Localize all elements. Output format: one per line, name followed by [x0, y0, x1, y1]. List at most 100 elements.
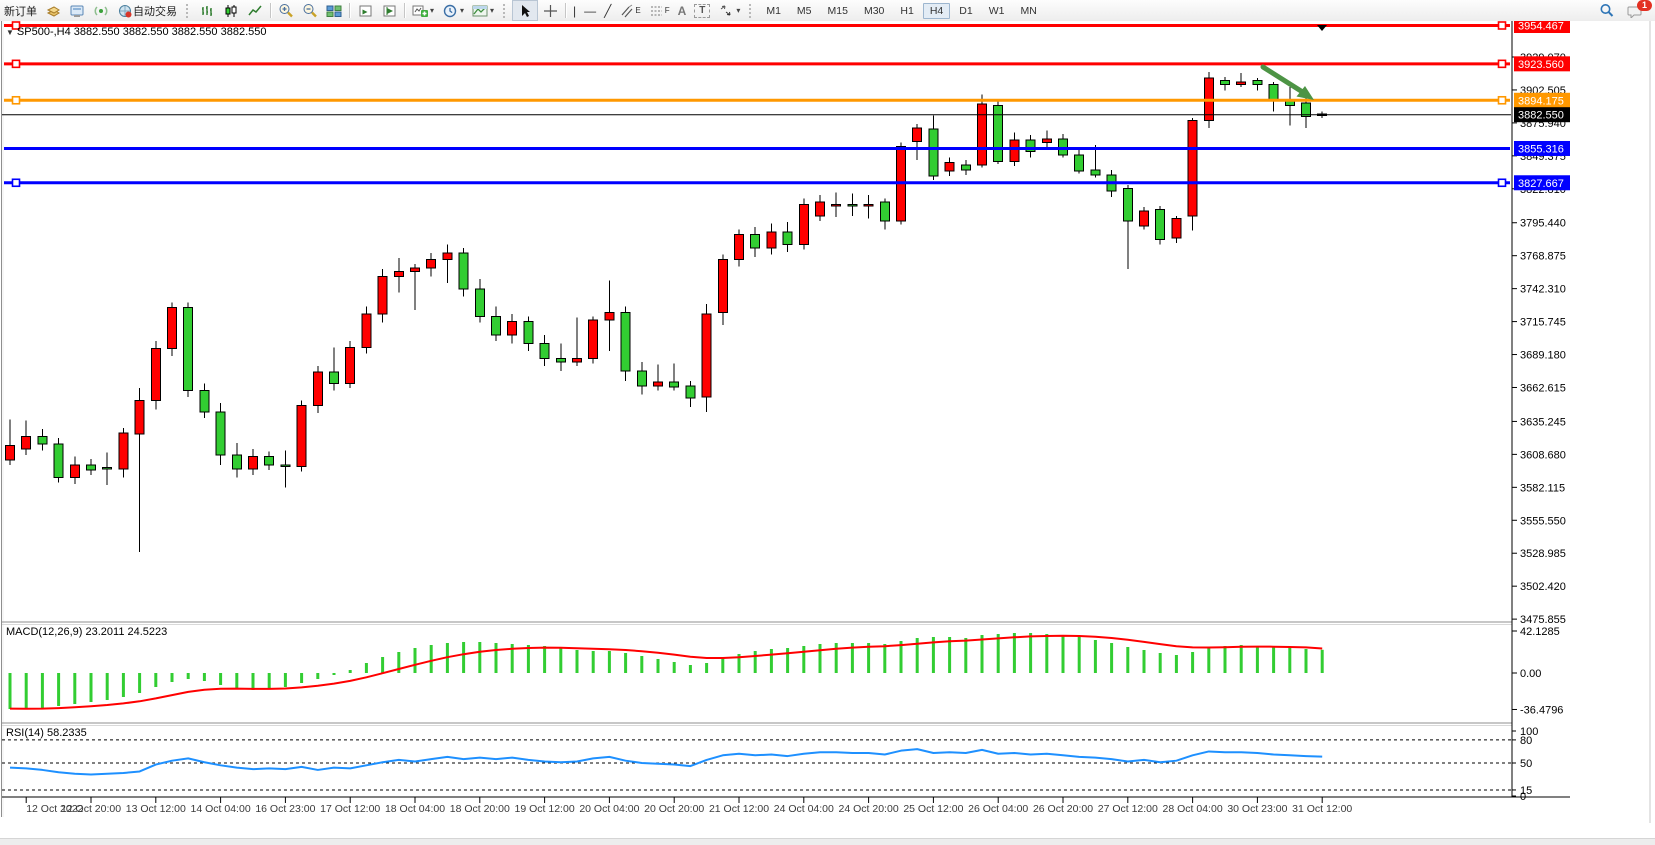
hline-objects [2, 21, 1511, 188]
toolbar-grip[interactable] [749, 3, 755, 18]
search-icon[interactable] [1595, 1, 1619, 20]
pane-frame [1, 21, 1651, 823]
svg-text:0: 0 [1520, 791, 1526, 803]
svg-text:19 Oct 12:00: 19 Oct 12:00 [515, 803, 575, 815]
svg-text:3475.855: 3475.855 [1520, 614, 1566, 626]
svg-text:3923.560: 3923.560 [1518, 59, 1564, 71]
toolbar-separator [404, 3, 405, 18]
fibo-letter: F [664, 6, 670, 15]
notification-badge: 1 [1637, 0, 1652, 11]
cursor-tool[interactable] [512, 0, 539, 21]
text-letter: A [677, 3, 687, 18]
svg-text:26 Oct 20:00: 26 Oct 20:00 [1033, 803, 1093, 815]
svg-text:17 Oct 12:00: 17 Oct 12:00 [320, 803, 380, 815]
tf-m15[interactable]: M15 [827, 4, 848, 17]
tile-windows-icon[interactable] [322, 1, 346, 20]
main-toolbar: 新订单 自动交易 ▾ ▾ [0, 0, 1655, 22]
trendline-tool[interactable]: ╱ [604, 3, 612, 18]
svg-text:3608.680: 3608.680 [1520, 449, 1566, 461]
notifications-icon[interactable]: 1 [1623, 0, 1652, 20]
svg-text:20 Oct 04:00: 20 Oct 04:00 [579, 803, 639, 815]
chevron-down-icon: ▾ [490, 6, 495, 15]
accounts-icon[interactable] [41, 1, 65, 20]
svg-text:3582.115: 3582.115 [1520, 482, 1565, 494]
chart-shot-icon[interactable]: ▾ [468, 1, 498, 20]
tf-mn[interactable]: MN [1020, 4, 1037, 17]
text-tool[interactable]: A [674, 1, 691, 20]
auto-trading-button[interactable]: 自动交易 [113, 1, 181, 20]
window-bottom-edge [0, 838, 1655, 845]
chart-window[interactable]: ▼ SP500-,H4 3882.550 3882.550 3882.550 38… [0, 21, 1655, 845]
svg-text:3689.180: 3689.180 [1520, 350, 1566, 362]
price-axis: 3929.0703902.5053875.9403849.3753822.810… [1512, 21, 1570, 626]
crosshair-tool[interactable] [538, 1, 562, 20]
chevron-down-icon: ▾ [736, 6, 741, 15]
svg-text:0.00: 0.00 [1520, 668, 1541, 680]
tf-h4[interactable]: H4 [922, 2, 951, 19]
trend-arrow-object [1260, 64, 1314, 100]
new-chart-button[interactable]: ▾ [408, 1, 438, 20]
arrange-cascade-icon[interactable] [377, 1, 401, 20]
bar-chart-icon[interactable] [195, 1, 219, 20]
svg-text:30 Oct 23:00: 30 Oct 23:00 [1227, 803, 1287, 815]
market-depth-icon[interactable] [65, 1, 89, 20]
zoom-out-icon[interactable] [298, 1, 322, 20]
toolbar-separator [270, 3, 271, 18]
periods-button[interactable]: ▾ [438, 1, 468, 20]
svg-text:24 Oct 04:00: 24 Oct 04:00 [774, 803, 834, 815]
svg-text:3768.875: 3768.875 [1520, 251, 1566, 263]
svg-text:3894.175: 3894.175 [1518, 95, 1564, 107]
svg-text:20 Oct 20:00: 20 Oct 20:00 [644, 803, 704, 815]
chevron-down-icon: ▾ [460, 6, 465, 15]
svg-text:3855.316: 3855.316 [1518, 143, 1564, 155]
tf-m5[interactable]: M5 [796, 4, 812, 17]
arrange-windows-icon[interactable] [353, 1, 377, 20]
arrows-tool[interactable]: ▾ [714, 1, 744, 20]
label-letter: T [699, 5, 706, 16]
horizontal-line-tool[interactable]: — [584, 3, 597, 18]
channel-letter: E [635, 6, 641, 15]
svg-text:3635.245: 3635.245 [1520, 416, 1566, 428]
svg-text:13 Oct 12:00: 13 Oct 12:00 [126, 803, 186, 815]
tf-h1[interactable]: H1 [900, 4, 914, 17]
tf-d1[interactable]: D1 [959, 4, 973, 17]
svg-text:26 Oct 04:00: 26 Oct 04:00 [968, 803, 1028, 815]
chart-canvas[interactable]: 3929.0703902.5053875.9403849.3753822.810… [0, 21, 1655, 823]
svg-text:18 Oct 04:00: 18 Oct 04:00 [385, 803, 445, 815]
macd-pane: 42.1285 0.00 -36.4796 [8, 626, 1563, 716]
svg-text:3528.985: 3528.985 [1520, 548, 1566, 560]
signals-icon[interactable] [89, 1, 113, 20]
svg-text:16 Oct 23:00: 16 Oct 23:00 [255, 803, 315, 815]
tf-m1[interactable]: M1 [766, 4, 781, 17]
toolbar-grip[interactable] [186, 3, 192, 18]
svg-text:15: 15 [1520, 785, 1532, 797]
svg-text:31 Oct 12:00: 31 Oct 12:00 [1292, 803, 1352, 815]
svg-text:100: 100 [1520, 726, 1538, 738]
shift-marker [1317, 25, 1327, 31]
line-chart-icon[interactable] [243, 1, 267, 20]
svg-text:50: 50 [1520, 758, 1532, 770]
new-order-button[interactable]: 新订单 [0, 1, 41, 20]
svg-text:27 Oct 12:00: 27 Oct 12:00 [1098, 803, 1158, 815]
toolbar-separator [565, 3, 567, 18]
tf-w1[interactable]: W1 [988, 4, 1005, 17]
vertical-line-tool[interactable]: | [573, 3, 577, 18]
svg-text:3715.745: 3715.745 [1520, 317, 1566, 329]
candle-chart-icon[interactable] [219, 1, 243, 20]
text-label-tool[interactable]: T [690, 1, 714, 20]
toolbar-grip[interactable] [503, 3, 509, 18]
candles-group [5, 71, 1328, 552]
auto-trading-label: 自动交易 [133, 5, 177, 18]
zoom-in-icon[interactable] [274, 1, 298, 20]
svg-text:14 Oct 04:00: 14 Oct 04:00 [191, 803, 251, 815]
fibonacci-tool[interactable]: F [645, 1, 674, 20]
svg-text:3502.420: 3502.420 [1520, 581, 1566, 593]
svg-text:12 Oct 2022: 12 Oct 2022 [26, 803, 83, 815]
tf-m30[interactable]: M30 [863, 4, 885, 17]
svg-text:3827.667: 3827.667 [1518, 178, 1564, 190]
svg-text:18 Oct 20:00: 18 Oct 20:00 [450, 803, 510, 815]
equidistant-channel-tool[interactable]: E [615, 1, 644, 20]
svg-text:-36.4796: -36.4796 [1520, 704, 1563, 716]
